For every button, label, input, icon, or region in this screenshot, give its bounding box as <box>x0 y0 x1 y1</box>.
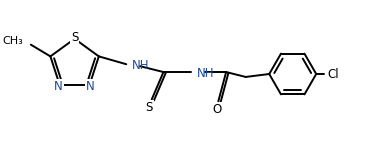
Text: NH: NH <box>197 67 214 79</box>
Text: NH: NH <box>132 59 150 72</box>
Text: O: O <box>213 103 222 116</box>
Text: S: S <box>145 101 152 114</box>
Text: N: N <box>54 80 63 93</box>
Text: CH₃: CH₃ <box>2 36 23 46</box>
Text: N: N <box>86 80 95 93</box>
Text: Cl: Cl <box>327 67 339 81</box>
Text: S: S <box>71 31 78 44</box>
